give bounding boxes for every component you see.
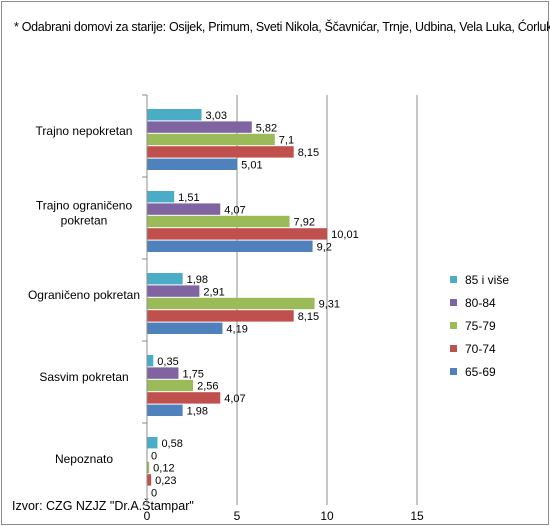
legend-swatch [450, 299, 457, 306]
bar [147, 367, 179, 379]
data-label: 9,31 [319, 299, 340, 311]
data-label: 8,15 [298, 147, 319, 159]
data-label: 5,82 [256, 122, 277, 134]
bar [147, 461, 150, 474]
data-label: 4,07 [224, 393, 245, 405]
legend-label: 65-69 [465, 365, 496, 379]
data-label: 7,1 [279, 135, 294, 147]
bar [147, 392, 221, 404]
axis-layer: 0 5 10 15 Trajno nepokretan Trajno ograničeno… [28, 94, 424, 523]
bar [147, 379, 194, 392]
data-label: 0 [151, 488, 157, 500]
x-tick-label: 0 [144, 509, 151, 523]
data-label: 7,92 [294, 217, 315, 229]
data-label: 5,01 [241, 160, 262, 172]
data-label: 0,35 [157, 356, 178, 368]
data-label: 4,19 [226, 324, 247, 336]
legend-label: 75-79 [465, 319, 496, 333]
bar [147, 273, 183, 285]
data-label: 3,03 [206, 110, 227, 122]
data-label: 4,07 [224, 204, 245, 216]
data-label: 0,23 [155, 475, 176, 487]
data-label: 1,51 [178, 192, 199, 204]
data-label: 1,98 [187, 274, 208, 286]
bar [147, 133, 275, 146]
legend-swatch [450, 345, 457, 352]
x-tick-label: 15 [410, 509, 424, 523]
bar [147, 355, 154, 367]
bar [147, 146, 294, 158]
data-label: 0,58 [161, 438, 182, 450]
legend-label: 70-74 [465, 342, 496, 356]
category-label: Ograničeno pokretan [28, 288, 140, 302]
source-note: Izvor: CZG NZJZ "Dr.A.Štampar" [12, 499, 194, 513]
data-label: 2,91 [203, 286, 224, 298]
bar [147, 215, 290, 228]
bar [147, 310, 294, 322]
legend-swatch [450, 276, 457, 283]
bar-layer [147, 109, 328, 486]
category-label: pokretan [61, 214, 108, 228]
bar [147, 240, 313, 252]
legend-swatch [450, 368, 457, 375]
data-label: 9,2 [317, 242, 332, 254]
category-label: Trajno ograničeno [36, 199, 133, 213]
data-label: 0,12 [153, 463, 174, 475]
category-label: Trajno nepokretan [36, 124, 133, 138]
data-label: 8,15 [298, 311, 319, 323]
x-tick-label: 10 [320, 509, 334, 523]
data-label: 10,01 [331, 229, 359, 241]
legend-swatch [450, 322, 457, 329]
data-label: 0 [151, 450, 157, 462]
bar [147, 121, 252, 133]
data-label: 2,56 [197, 381, 218, 393]
x-tick-label: 5 [234, 509, 241, 523]
data-label: 1,98 [187, 406, 208, 418]
bar [147, 158, 238, 170]
bar [147, 322, 223, 334]
bar [147, 228, 328, 240]
chart-note: * Odabrani domovi za starije: Osijek, Pr… [14, 20, 550, 34]
category-label: Nepoznato [55, 452, 113, 466]
bar [147, 285, 200, 297]
bar [147, 437, 158, 449]
category-label: Sasvim pokretan [39, 370, 128, 384]
legend-label: 85 i više [465, 273, 509, 287]
bar [147, 203, 221, 215]
legend-label: 80-84 [465, 296, 496, 310]
label-layer: 3,03 5,827,1 8,15 5,01 1,51 4,07 7,92 10,019,2 1… [151, 110, 359, 500]
bar [147, 109, 202, 121]
bar [147, 191, 175, 203]
bar [147, 297, 315, 310]
data-label: 1,75 [183, 368, 204, 380]
bar [147, 474, 152, 486]
legend: 85 i više 80-84 75-79 70-74 65-69 [450, 273, 509, 379]
bar [147, 404, 183, 416]
